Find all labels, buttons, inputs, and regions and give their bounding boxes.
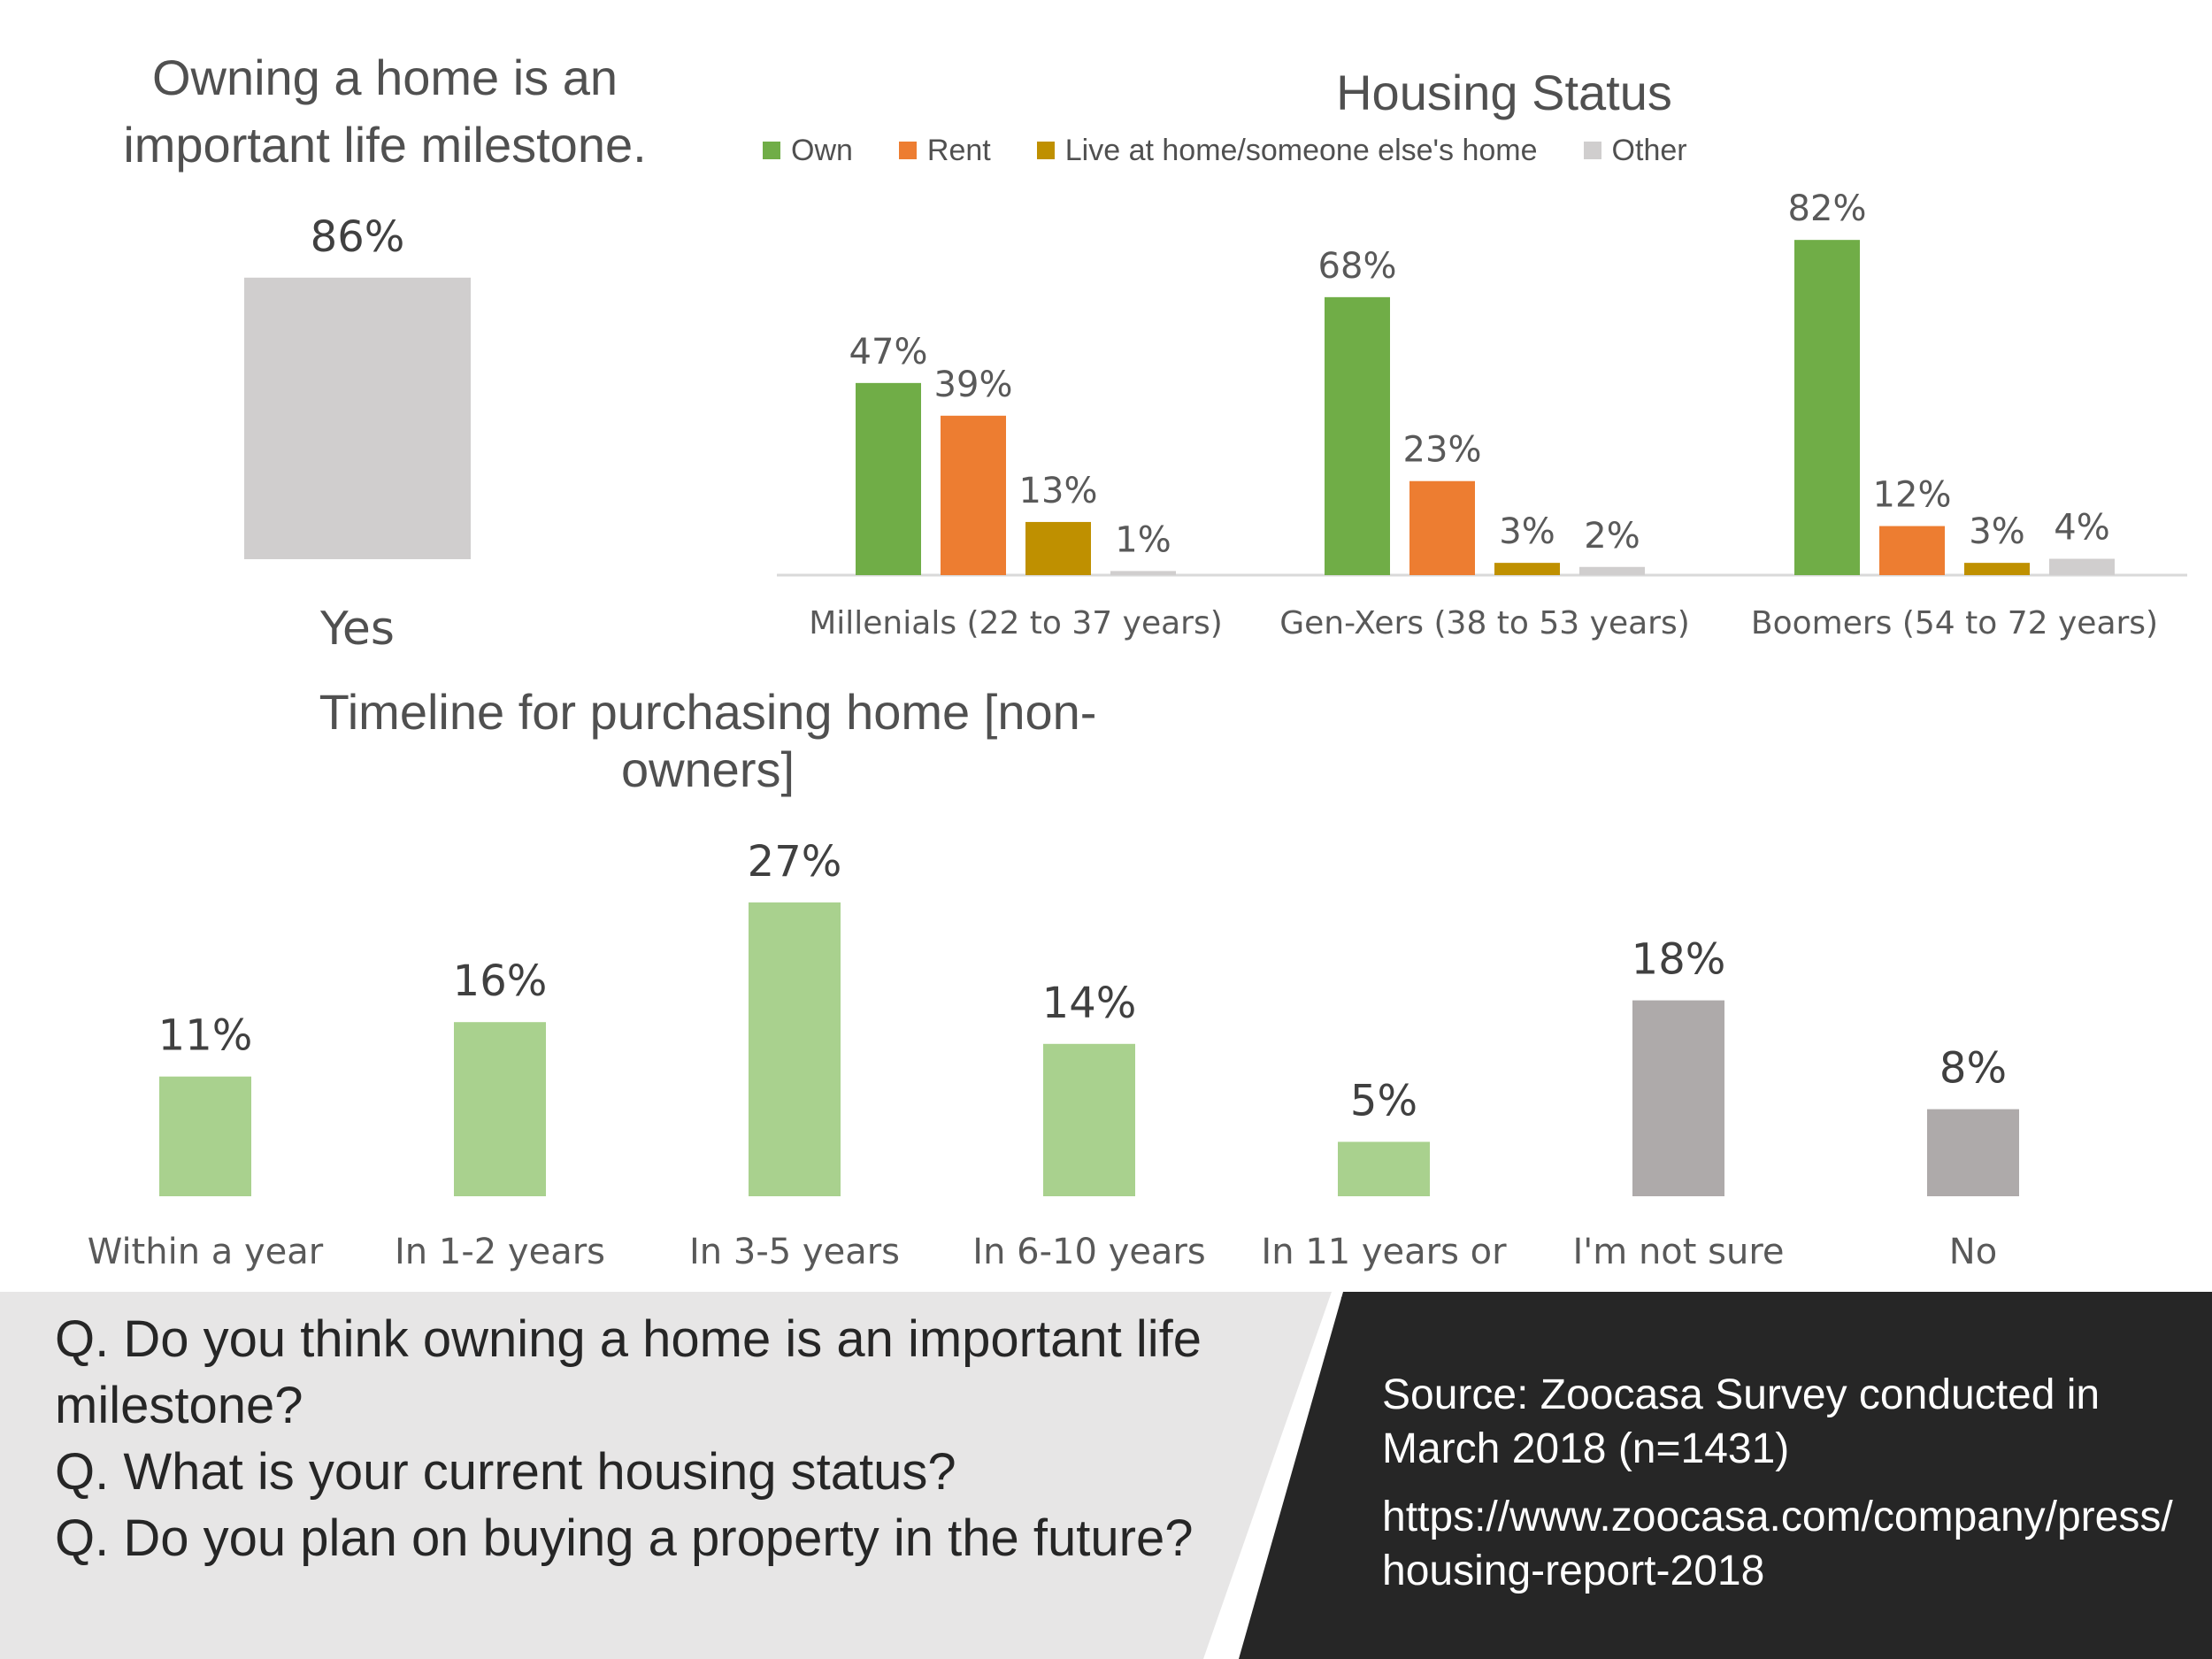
timeline-value-label: 27%: [748, 837, 842, 887]
timeline-category-label: No: [1949, 1232, 1997, 1272]
timeline-bar-in-3-5-years: [749, 902, 841, 1196]
timeline-value-label: 11%: [158, 1011, 253, 1061]
timeline-category-label: I'm not sure: [1572, 1232, 1784, 1272]
milestone-bar-yes: [244, 277, 471, 559]
timeline-value-label: 8%: [1939, 1044, 2007, 1094]
source-text: Source: Zoocasa Survey conducted in Marc…: [1382, 1371, 2101, 1472]
source-url: https://www.zoocasa.com/company/press/ho…: [1382, 1494, 2173, 1594]
timeline-value-label: 14%: [1042, 979, 1137, 1028]
legend-item-own: Own: [763, 134, 853, 168]
housing-category-label: Gen-Xers (38 to 53 years): [1279, 605, 1690, 641]
milestone-title-line1: Owning a home is an: [151, 50, 618, 105]
housing-value-label: 13%: [1019, 471, 1098, 511]
timeline-value-label: 18%: [1632, 935, 1726, 985]
housing-value-label: 3%: [1969, 511, 2024, 552]
legend-swatch-other: [1583, 142, 1601, 159]
housing-legend: Own Rent Live at home/someone else's hom…: [763, 133, 1733, 168]
legend-label-other: Other: [1611, 133, 1687, 167]
housing-bar-other-1: [1579, 566, 1645, 575]
timeline-bar-in-11-years-or-more: [1338, 1141, 1430, 1196]
legend-item-live-at-home: Live at home/someone else's home: [1036, 133, 1538, 168]
timeline-bar-i-m-not-sure: [1632, 1000, 1724, 1196]
milestone-chart: 86% Yes: [244, 212, 471, 656]
legend-swatch-live-at-home: [1036, 142, 1055, 159]
housing-bar-rent-2: [1879, 526, 1945, 575]
housing-bar-own-0: [856, 382, 921, 575]
timeline-bar-in-1-2-years: [454, 1022, 546, 1196]
housing-bar-other-2: [2049, 558, 2115, 575]
banner-light-panel: [0, 1292, 1332, 1659]
housing-category-label: Boomers (54 to 72 years): [1751, 605, 2158, 641]
timeline-value-label: 5%: [1350, 1077, 1417, 1126]
housing-bar-own-1: [1325, 296, 1390, 575]
legend-label-own: Own: [791, 133, 853, 167]
housing-bar-rent-0: [941, 415, 1006, 575]
milestone-chart-title: Owning a home is an important life miles…: [53, 44, 717, 179]
timeline-chart: 11% Within a year 16% In 1-2 years 27% In 3-5…: [88, 837, 2019, 1325]
timeline-value-label: 16%: [453, 956, 548, 1006]
timeline-bar-within-a-year: [159, 1076, 251, 1196]
legend-item-rent: Rent: [898, 133, 991, 168]
bottom-banner: [0, 1292, 2212, 1659]
timeline-category-label: In 1-2 years: [395, 1232, 605, 1272]
legend-swatch-own: [763, 142, 780, 159]
housing-value-label: 47%: [849, 332, 928, 373]
housing-chart-title: Housing Status: [1336, 65, 1672, 120]
milestone-value-label: 86%: [311, 212, 405, 262]
survey-questions: Q. Do you think owning a home is an impo…: [55, 1306, 1205, 1571]
housing-value-label: 68%: [1318, 246, 1397, 287]
housing-bar-rent-1: [1409, 480, 1475, 575]
housing-bar-own-2: [1794, 240, 1860, 575]
legend-label-rent: Rent: [926, 133, 991, 167]
housing-value-label: 12%: [1873, 475, 1952, 516]
timeline-bar-no: [1927, 1109, 2019, 1196]
housing-category-label: Millenials (22 to 37 years): [809, 605, 1223, 641]
question-3: Q. Do you plan on buying a property in t…: [55, 1509, 1194, 1567]
housing-value-label: 1%: [1115, 519, 1171, 560]
timeline-category-label: Within a year: [88, 1232, 324, 1272]
housing-value-label: 3%: [1499, 511, 1555, 552]
housing-chart: 47%39% 13% 1% Millenials (22 to 37 years) 68…: [777, 188, 2187, 641]
milestone-title-line2: important life milestone.: [123, 117, 647, 173]
milestone-category-label: Yes: [319, 603, 395, 656]
source-note: Source: Zoocasa Survey conducted in Marc…: [1382, 1368, 2178, 1598]
question-1: Q. Do you think owning a home is an impo…: [55, 1310, 1202, 1434]
housing-value-label: 23%: [1403, 430, 1482, 471]
housing-bar-other-0: [1110, 571, 1176, 575]
banner-dark-panel: [1239, 1292, 2212, 1659]
legend-label-live-at-home: Live at home/someone else's home: [1064, 133, 1538, 167]
housing-bar-live-at-home-someone-else-s-home-0: [1025, 521, 1091, 575]
housing-bar-live-at-home-someone-else-s-home-2: [1964, 563, 2030, 575]
housing-value-label: 82%: [1788, 188, 1867, 229]
housing-bar-live-at-home-someone-else-s-home-1: [1494, 563, 1560, 575]
question-2: Q. What is your current housing status?: [55, 1443, 956, 1501]
timeline-bar-in-6-10-years: [1043, 1043, 1135, 1196]
timeline-category-label: In 3-5 years: [689, 1232, 900, 1272]
legend-item-other: Other: [1583, 133, 1687, 168]
housing-value-label: 39%: [934, 365, 1013, 405]
timeline-chart-title: Timeline for purchasing home [non-owners…: [319, 684, 1097, 797]
housing-value-label: 4%: [2054, 508, 2109, 549]
housing-value-label: 2%: [1584, 516, 1640, 557]
timeline-category-label: In 6-10 years: [972, 1232, 1205, 1272]
legend-swatch-rent: [898, 142, 917, 159]
